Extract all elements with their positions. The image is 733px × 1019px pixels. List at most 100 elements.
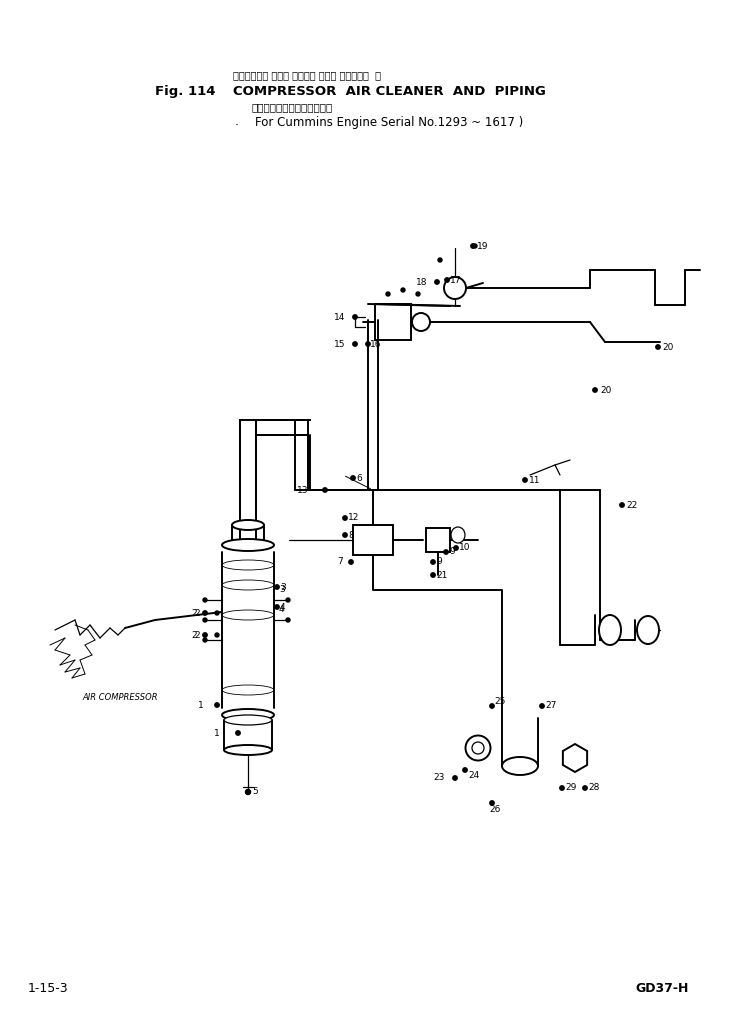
Text: 15: 15 <box>334 339 345 348</box>
Text: 14: 14 <box>334 313 345 322</box>
Ellipse shape <box>412 313 430 331</box>
Text: 8: 8 <box>348 531 354 539</box>
Ellipse shape <box>444 277 466 299</box>
Polygon shape <box>563 744 587 772</box>
Circle shape <box>353 315 357 319</box>
Circle shape <box>560 786 564 790</box>
Text: コンプレッサ エアー クリーナ および パイピング  ・: コンプレッサ エアー クリーナ および パイピング ・ <box>233 70 381 81</box>
Circle shape <box>443 550 448 554</box>
Text: 24: 24 <box>468 770 479 780</box>
Text: 21: 21 <box>436 571 447 580</box>
Text: 20: 20 <box>662 342 674 352</box>
Circle shape <box>246 790 251 795</box>
Ellipse shape <box>224 715 272 725</box>
Circle shape <box>416 292 420 296</box>
Text: 4: 4 <box>280 602 286 611</box>
Text: 22: 22 <box>626 500 637 510</box>
Circle shape <box>275 605 279 609</box>
Circle shape <box>323 488 327 492</box>
Text: 7: 7 <box>337 557 343 567</box>
Text: 9: 9 <box>449 547 454 556</box>
Text: .: . <box>235 114 239 127</box>
Circle shape <box>401 288 405 292</box>
Circle shape <box>215 611 219 615</box>
Text: 28: 28 <box>588 784 600 793</box>
Polygon shape <box>426 528 450 552</box>
Text: 27: 27 <box>545 701 556 710</box>
Circle shape <box>463 767 467 772</box>
Text: 5: 5 <box>252 788 258 797</box>
Circle shape <box>343 533 347 537</box>
Text: 3: 3 <box>279 586 284 594</box>
Polygon shape <box>353 525 393 555</box>
Circle shape <box>583 786 587 790</box>
Circle shape <box>286 618 290 622</box>
Text: 2: 2 <box>191 631 197 640</box>
Text: 9: 9 <box>436 557 442 567</box>
Circle shape <box>445 278 449 282</box>
Circle shape <box>351 476 356 480</box>
Text: 20: 20 <box>600 385 611 394</box>
Circle shape <box>656 344 660 350</box>
Text: 2: 2 <box>194 608 200 618</box>
Circle shape <box>203 618 207 622</box>
Circle shape <box>471 244 475 249</box>
Circle shape <box>386 292 390 296</box>
Circle shape <box>490 704 494 708</box>
Ellipse shape <box>451 527 465 543</box>
Text: 29: 29 <box>565 784 576 793</box>
Text: For Cummins Engine Serial No.1293 ~ 1617 ): For Cummins Engine Serial No.1293 ~ 1617… <box>255 115 523 128</box>
Text: 18: 18 <box>416 277 427 286</box>
Circle shape <box>523 478 527 482</box>
Text: 12: 12 <box>348 514 359 523</box>
Circle shape <box>620 502 625 507</box>
Text: 13: 13 <box>297 485 309 494</box>
Circle shape <box>349 559 353 565</box>
Text: 26: 26 <box>489 804 501 813</box>
Text: 1: 1 <box>198 700 204 709</box>
Text: 6: 6 <box>356 474 362 483</box>
Circle shape <box>453 775 457 781</box>
Text: COMPRESSOR  AIR CLEANER  AND  PIPING: COMPRESSOR AIR CLEANER AND PIPING <box>233 85 546 98</box>
Text: 3: 3 <box>280 583 286 591</box>
Text: 19: 19 <box>477 242 488 251</box>
Ellipse shape <box>637 616 659 644</box>
Text: 16: 16 <box>370 339 381 348</box>
Circle shape <box>431 559 435 565</box>
Text: 17: 17 <box>450 275 462 284</box>
Text: 4: 4 <box>279 605 284 614</box>
Circle shape <box>236 731 240 735</box>
Ellipse shape <box>224 745 272 755</box>
Text: GD37-H: GD37-H <box>635 981 688 995</box>
Text: カミンズエンジン用適用号機: カミンズエンジン用適用号機 <box>252 102 334 112</box>
Text: Fig. 114: Fig. 114 <box>155 85 216 98</box>
Circle shape <box>246 790 250 794</box>
Text: 23: 23 <box>434 773 445 783</box>
Text: 11: 11 <box>529 476 540 484</box>
Polygon shape <box>375 304 411 340</box>
Circle shape <box>203 598 207 602</box>
Circle shape <box>431 573 435 577</box>
Circle shape <box>203 638 207 642</box>
Circle shape <box>215 703 219 707</box>
Ellipse shape <box>222 539 274 551</box>
Circle shape <box>473 244 477 248</box>
Ellipse shape <box>232 520 264 530</box>
Ellipse shape <box>599 615 621 645</box>
Text: AIR COMPRESSOR: AIR COMPRESSOR <box>82 694 158 702</box>
Circle shape <box>203 610 207 615</box>
Circle shape <box>275 585 279 589</box>
Circle shape <box>215 633 219 637</box>
Ellipse shape <box>222 709 274 721</box>
Circle shape <box>203 633 207 637</box>
Circle shape <box>490 801 494 805</box>
Circle shape <box>539 704 544 708</box>
Text: 10: 10 <box>459 543 471 552</box>
Circle shape <box>454 546 458 550</box>
Circle shape <box>353 341 357 346</box>
Text: 2: 2 <box>191 608 197 618</box>
Circle shape <box>438 258 442 262</box>
Circle shape <box>343 516 347 521</box>
Circle shape <box>366 341 370 346</box>
Circle shape <box>286 598 290 602</box>
